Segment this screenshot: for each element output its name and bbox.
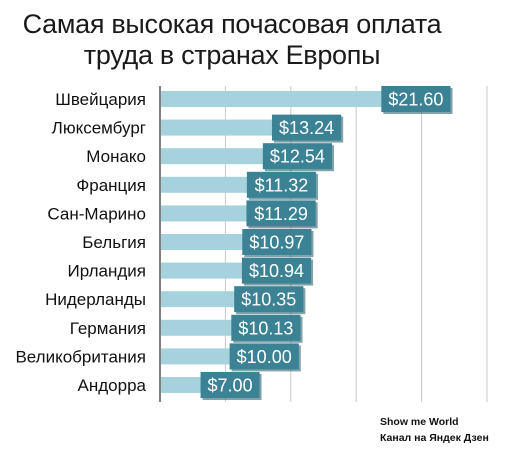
chart-title-line-1: Самая высокая почасовая оплата — [23, 9, 443, 39]
value-label: $12.54 — [270, 147, 325, 167]
category-label: Андорра — [78, 376, 147, 395]
value-box — [246, 200, 316, 227]
value-box — [241, 257, 312, 284]
credit: Show me World Канал на Яндек Дзен — [380, 416, 489, 444]
value-label: $10.13 — [238, 318, 293, 338]
value-label: $21.60 — [388, 90, 443, 110]
category-labels-group: Швейцария Люксембург Монако Франция Сан-Мари… — [15, 90, 146, 395]
category-label: Великобритания — [15, 347, 146, 366]
category-label: Швейцария — [55, 90, 146, 109]
credit-line-1: Show me World — [380, 416, 459, 428]
value-box — [231, 314, 301, 341]
value-box — [271, 114, 342, 141]
value-box — [246, 171, 317, 198]
value-label: $7.00 — [208, 376, 253, 396]
value-label: $10.00 — [237, 347, 292, 367]
category-label: Сан-Марино — [47, 204, 146, 223]
value-label: $10.97 — [249, 233, 304, 253]
value-label: $13.24 — [279, 118, 334, 138]
value-box — [242, 229, 312, 255]
value-box — [262, 143, 333, 170]
value-box — [200, 372, 260, 398]
credit-line-2: Канал на Яндек Дзен — [380, 432, 489, 444]
bar — [161, 91, 443, 107]
category-label: Монако — [86, 147, 146, 166]
value-labels-group: $21.60 $13.24 $12.54 $11.32 $11.29 $10.97 $10.… — [200, 86, 453, 400]
value-label: $11.29 — [254, 204, 308, 224]
chart-title-line-2: труда в странах Европы — [84, 40, 380, 70]
value-label: $10.94 — [249, 261, 304, 281]
value-label: $11.32 — [255, 175, 309, 195]
category-label: Люксембург — [52, 119, 146, 138]
value-box — [234, 286, 304, 313]
value-box — [229, 343, 299, 370]
category-label: Германия — [70, 319, 146, 338]
category-label: Бельгия — [82, 233, 146, 252]
value-box — [381, 86, 451, 112]
value-label: $10.35 — [241, 290, 296, 310]
category-label: Ирландия — [68, 262, 146, 281]
category-label: Нидерланды — [45, 290, 146, 309]
chart-title: Самая высокая почасовая оплата труда в с… — [23, 9, 443, 70]
category-label: Франция — [76, 176, 146, 195]
